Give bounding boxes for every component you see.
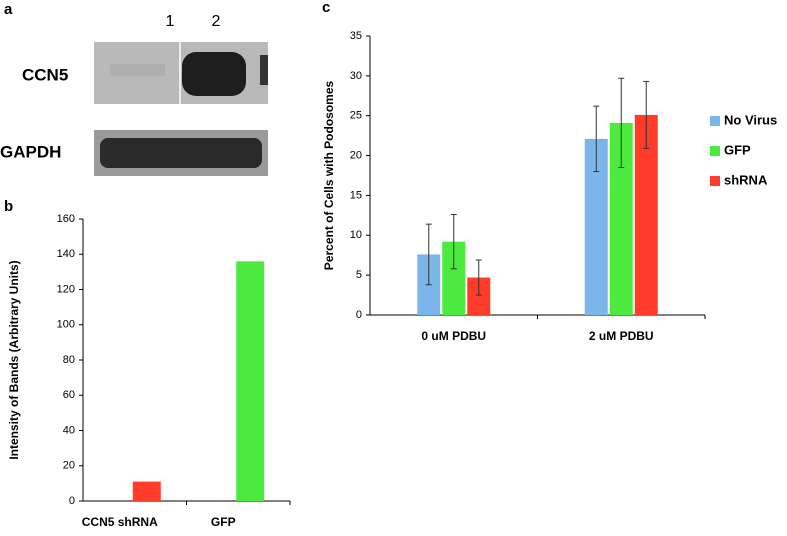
y-tick-label: 0 — [69, 495, 75, 507]
blot-image — [94, 42, 268, 176]
panel-label: c — [322, 0, 330, 16]
panel-label: b — [4, 198, 13, 215]
y-tick-label: 140 — [57, 248, 75, 260]
x-tick-label: 2 uM PDBU — [589, 329, 654, 343]
bar — [609, 122, 633, 315]
legend-swatch — [710, 146, 720, 156]
bar — [467, 277, 491, 315]
y-tick-label: 20 — [63, 460, 75, 472]
y-axis-label: Intensity of Bands (Arbitrary Units) — [7, 260, 21, 459]
y-axis-label: Percent of Cells with Podosomes — [322, 80, 336, 270]
y-tick-label: 160 — [57, 213, 75, 225]
legend-swatch — [710, 116, 720, 126]
y-tick-label: 5 — [356, 269, 362, 281]
panel-label: a — [4, 1, 13, 18]
lane-label: 1 — [166, 13, 175, 30]
blot-row-label: GAPDH — [0, 142, 61, 161]
lane-label: 2 — [212, 13, 221, 30]
y-tick-label: 10 — [350, 229, 362, 241]
bar — [132, 481, 161, 501]
y-tick-label: 20 — [350, 149, 362, 161]
legend-label: shRNA — [724, 172, 768, 187]
bar — [442, 241, 466, 315]
legend-label: No Virus — [724, 112, 777, 127]
y-tick-label: 25 — [350, 110, 362, 122]
y-tick-label: 35 — [350, 30, 362, 42]
blot-row-label: CCN5 — [22, 65, 68, 84]
y-tick-label: 120 — [57, 283, 75, 295]
y-tick-label: 80 — [63, 354, 75, 366]
legend-label: GFP — [724, 142, 751, 157]
y-tick-label: 30 — [350, 70, 362, 82]
y-tick-label: 0 — [356, 309, 362, 321]
x-tick-label: CCN5 shRNA — [82, 515, 158, 529]
y-tick-label: 15 — [350, 189, 362, 201]
x-tick-label: GFP — [211, 515, 236, 529]
bar — [584, 138, 608, 315]
bar — [236, 261, 265, 501]
y-tick-label: 60 — [63, 389, 75, 401]
y-tick-label: 100 — [57, 319, 75, 331]
legend-swatch — [710, 176, 720, 186]
bar — [634, 114, 658, 315]
x-tick-label: 0 uM PDBU — [421, 329, 486, 343]
y-tick-label: 40 — [63, 424, 75, 436]
